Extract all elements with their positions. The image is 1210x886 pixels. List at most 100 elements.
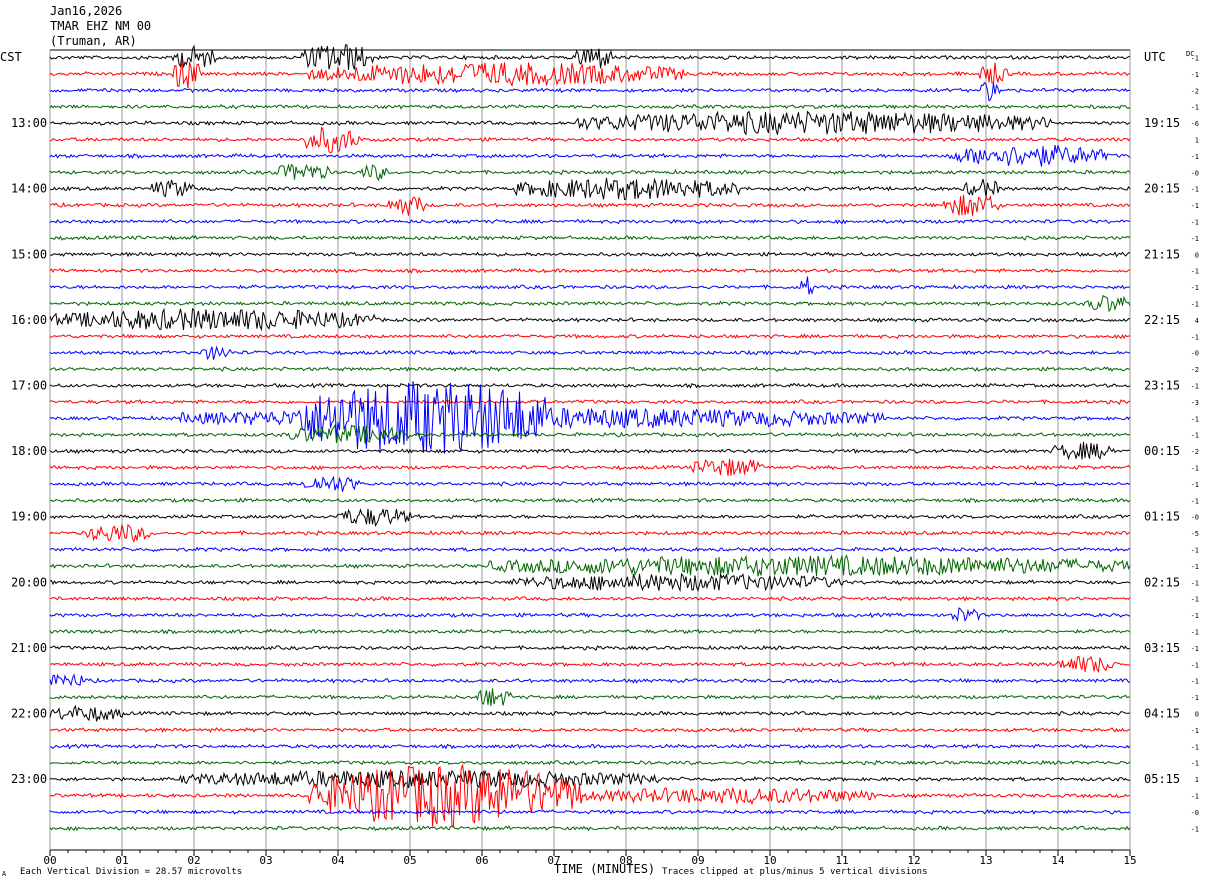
dc-offset-label: -1 [1191,793,1199,801]
seismic-trace [49,673,1131,687]
dc-offset-label: -1 [1191,202,1199,210]
dc-offset-label: -1 [1191,481,1199,489]
seismic-trace [49,764,1131,827]
seismic-trace [49,398,1131,405]
header-station: TMAR EHZ NM 00 [50,19,152,33]
dc-offset-label: -0 [1191,809,1199,817]
seismic-trace [49,294,1131,313]
left-hour-label: 14:00 [11,182,47,196]
dc-offset-label: -1 [1191,645,1199,653]
left-hour-label: 23:00 [11,772,47,786]
x-tick-label: 14 [1051,854,1065,867]
x-tick-label: 11 [835,854,848,867]
right-hour-label: 05:15 [1144,772,1180,786]
dc-offset-label: -2 [1191,448,1199,456]
left-hour-label: 15:00 [11,247,47,261]
dc-offset-label: -1 [1191,694,1199,702]
dc-offset-label: -1 [1191,547,1199,555]
seismic-trace [49,81,1131,102]
left-hour-label: 20:00 [11,575,47,589]
seismic-trace [49,704,1131,722]
seismic-trace [49,194,1131,216]
dc-offset-label: -1 [1191,219,1199,227]
dc-offset-label: -1 [1191,71,1199,79]
dc-offset-label: -1 [1191,186,1199,194]
dc-offset-label: -1 [1191,678,1199,686]
right-hour-label: 19:15 [1144,116,1180,130]
dc-offset-label: -1 [1191,497,1199,505]
x-tick-label: 09 [691,854,704,867]
right-hour-label: 04:15 [1144,707,1180,721]
seismic-trace [49,688,1131,707]
x-tick-label: 03 [259,854,272,867]
dc-offset-label: -1 [1191,563,1199,571]
x-tick-label: 12 [907,854,920,867]
right-hour-label: 20:15 [1144,182,1180,196]
dc-offset-label: 1 [1195,776,1199,784]
seismic-trace [49,103,1131,110]
seismic-trace [49,546,1131,553]
trace-group [49,44,1131,832]
dc-offset-label: 1 [1195,137,1199,145]
left-hour-label: 16:00 [11,313,47,327]
seismic-trace [49,44,1131,70]
dc-offset-label: -1 [1191,55,1199,63]
left-timezone-label: CST [0,50,22,64]
seismic-trace [49,333,1130,340]
seismic-trace [49,423,1131,444]
corner-mark: A [2,870,7,878]
dc-offset-label: -1 [1191,465,1199,473]
dc-offset-label: 0 [1195,251,1199,259]
dc-offset-label: -1 [1191,596,1199,604]
seismic-trace [49,59,1130,89]
dc-offset-label: 0 [1195,711,1199,719]
x-tick-label: 13 [979,854,992,867]
seismic-trace [49,769,1131,789]
dc-offset-label: -1 [1191,432,1199,440]
seismic-trace [49,126,1131,154]
seismic-trace [49,607,1131,622]
x-axis-title: TIME (MINUTES) [554,862,655,876]
x-tick-label: 01 [115,854,128,867]
seismic-trace [49,345,1131,360]
seismic-trace [50,595,1131,602]
x-tick-label: 06 [475,854,488,867]
seismic-trace [49,441,1131,461]
dc-offset-label: -1 [1191,661,1199,669]
right-hour-label: 22:15 [1144,313,1180,327]
seismic-trace [49,251,1131,258]
right-timezone-label: UTC [1144,50,1166,64]
x-tick-label: 02 [187,854,200,867]
seismic-trace [49,743,1131,750]
left-hour-label: 19:00 [11,510,47,524]
left-hour-label: 18:00 [11,444,47,458]
seismic-trace [49,508,1130,527]
x-tick-label: 05 [403,854,416,867]
dc-offset-label: -2 [1191,87,1199,95]
seismic-trace [49,497,1131,504]
x-tick-label: 15 [1123,854,1136,867]
x-tick-label: 00 [43,854,56,867]
dc-offset-label: -1 [1191,612,1199,620]
dc-offset-label: -1 [1191,268,1199,276]
dc-offset-label: -1 [1191,301,1199,309]
seismic-trace [49,726,1131,733]
dc-offset-label: -0 [1191,169,1199,177]
seismic-trace [49,381,1131,454]
dc-offset-label: -1 [1191,629,1199,637]
seismic-trace [49,276,1131,295]
left-hour-label: 22:00 [11,707,47,721]
seismic-trace [49,267,1131,274]
chart-labels: 00 01 02 03 04 05 06 07 08 09 10 11 12 13 14 15-1-1-2-1… [0,50,1199,878]
dc-offset-label: -1 [1191,825,1199,833]
seismic-trace [49,475,1131,492]
right-hour-label: 03:15 [1144,641,1180,655]
left-hour-label: 13:00 [11,116,47,130]
seismic-trace [49,145,1131,167]
seismic-trace [49,759,1131,766]
x-tick-label: 04 [331,854,345,867]
dc-offset-label: -1 [1191,579,1199,587]
dc-offset-label: -0 [1191,514,1199,522]
dc-offset-label: -3 [1191,399,1199,407]
dc-offset-label: -1 [1191,383,1199,391]
